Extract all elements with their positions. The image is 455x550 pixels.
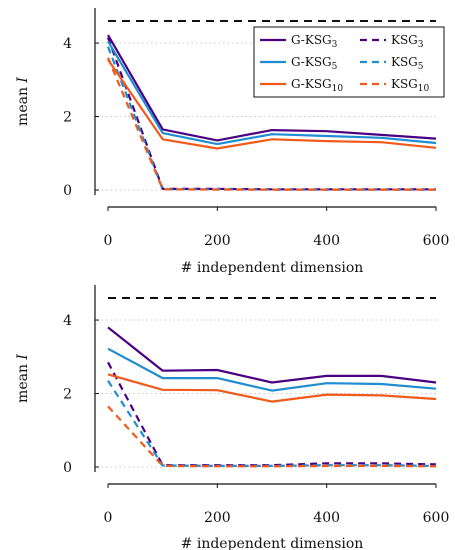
legend: G-KSG3 KSG3 G-KSG5 KSG5 G-KSG10 KSG10 — [253, 26, 445, 98]
legend-label: KSG3 — [391, 33, 424, 50]
x-axis-label: # independent dimension — [181, 260, 364, 276]
legend-label: G-KSG5 — [291, 55, 338, 72]
x-tick-label: 400 — [313, 233, 340, 249]
y-axis-label: mean I — [15, 354, 31, 403]
chart-panel-2: 0 2 4 0 200 400 600 # independent dimension mean… — [15, 285, 449, 550]
x-tick-label: 600 — [423, 510, 450, 526]
y-axis-label: mean I — [15, 77, 31, 126]
x-tick-label: 400 — [313, 510, 340, 526]
series-line-ksg-blue — [107, 380, 437, 467]
y-tick-label: 2 — [63, 110, 72, 126]
series-line-ksg-orange — [107, 405, 437, 468]
legend-label: KSG5 — [391, 55, 424, 72]
x-tick-label: 600 — [423, 233, 450, 249]
y-tick-label: 2 — [63, 387, 72, 403]
series-line-gksg-purple — [107, 34, 437, 142]
x-tick-label: 0 — [104, 510, 113, 526]
legend-label: G-KSG3 — [291, 33, 338, 50]
series-line-ksg-purple — [106, 37, 436, 191]
chart-panel-1: 0 2 4 0 200 400 600 # independent dimension mean… — [15, 8, 449, 276]
legend-label: KSG10 — [391, 77, 430, 94]
x-tick-label: 200 — [204, 510, 231, 526]
series-line-gksg-purple — [107, 326, 437, 384]
x-tick-label: 200 — [204, 233, 231, 249]
y-tick-label: 4 — [63, 36, 72, 52]
y-tick-label: 4 — [63, 313, 72, 329]
series-line-gksg-blue — [107, 40, 437, 146]
legend-label: G-KSG10 — [291, 77, 343, 94]
series-line-ksg-purple — [107, 361, 437, 467]
y-tick-label: 0 — [63, 460, 72, 476]
series-line-ksg-orange — [106, 57, 436, 191]
x-tick-label: 0 — [104, 233, 113, 249]
x-axis-label: # independent dimension — [181, 536, 364, 550]
y-tick-label: 0 — [63, 183, 72, 199]
series-line-gksg-orange — [107, 58, 437, 150]
series-line-gksg-blue — [107, 347, 437, 392]
series-line-gksg-orange — [107, 373, 437, 403]
